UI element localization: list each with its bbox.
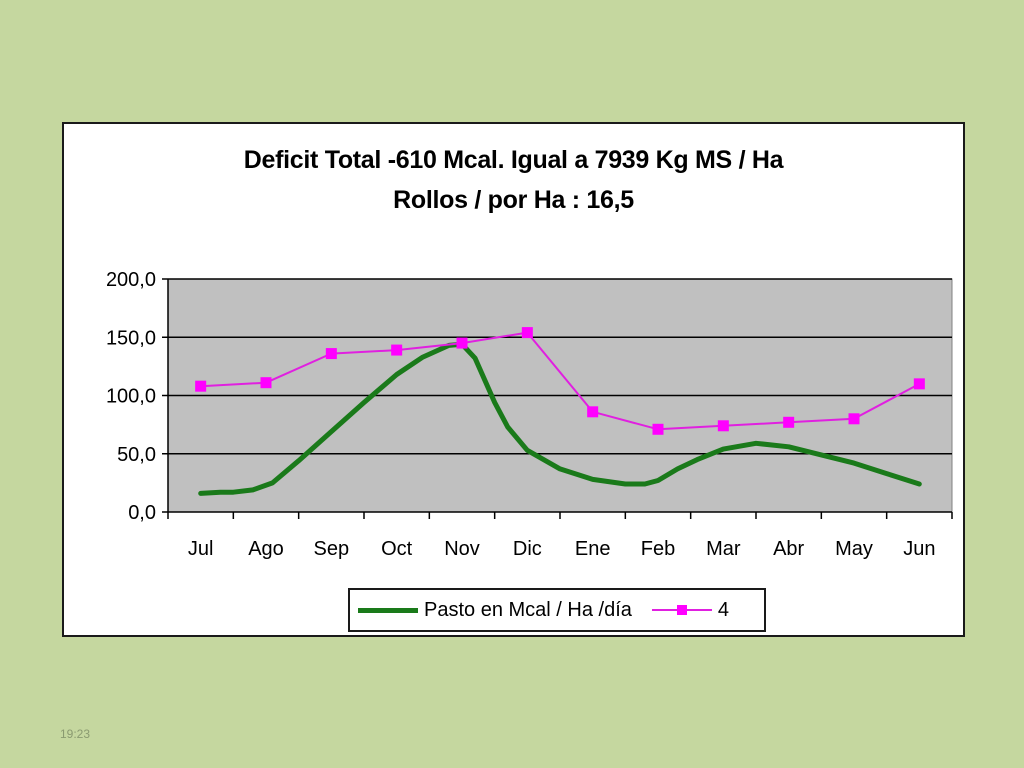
data-point-4 <box>325 348 337 360</box>
x-tick-label: Feb <box>641 538 675 560</box>
x-tick-label: Jul <box>188 538 214 560</box>
x-tick-label: Abr <box>773 538 804 560</box>
y-tick-label: 0,0 <box>128 502 156 524</box>
x-tick-label: Sep <box>314 538 350 560</box>
data-point-4 <box>587 406 599 418</box>
x-tick-label: May <box>835 538 873 560</box>
legend-label-4: 4 <box>717 598 730 621</box>
legend-label-pasto: Pasto en Mcal / Ha /día <box>424 598 632 621</box>
x-tick-label: Ago <box>248 538 284 560</box>
series-line-pasto <box>198 341 922 496</box>
legend-item-4: 4 <box>644 599 729 622</box>
slide-timestamp: 19:23 <box>60 727 91 741</box>
y-tick-label: 200,0 <box>106 269 156 291</box>
legend-swatch-4 <box>651 600 712 620</box>
data-point-4 <box>391 344 403 356</box>
y-tick-label: 150,0 <box>106 327 156 349</box>
data-point-4 <box>456 337 468 349</box>
x-tick-label: Oct <box>381 538 413 560</box>
data-point-4 <box>195 380 207 392</box>
data-point-4 <box>913 378 925 390</box>
y-tick-label: 100,0 <box>106 386 156 408</box>
y-tick-label: 50,0 <box>117 444 156 466</box>
data-point-4 <box>521 327 533 339</box>
data-point-4 <box>652 423 664 435</box>
chart-frame: Deficit Total -610 Mcal. Igual a 7939 Kg… <box>62 122 965 637</box>
chart-plot: 0,0 50,0 100,0 150,0 200,0 Jul Ago Sep Oct Nov Dic… <box>106 269 953 560</box>
chart-subtitle: Rollos / por Ha : 16,5 <box>393 186 634 214</box>
data-point-4 <box>717 420 729 432</box>
x-tick-label: Jun <box>903 538 935 560</box>
legend-item-pasto: Pasto en Mcal / Ha /día <box>350 599 632 622</box>
chart-legend: Pasto en Mcal / Ha /día 4 <box>348 588 766 632</box>
data-point-4 <box>260 377 272 389</box>
x-tick-label: Ene <box>575 538 611 560</box>
chart-title: Deficit Total -610 Mcal. Igual a 7939 Kg… <box>243 146 784 174</box>
x-tick-label: Dic <box>513 538 542 560</box>
data-point-4 <box>848 413 860 425</box>
series-line-4 <box>200 331 920 431</box>
x-tick-label: Nov <box>444 538 480 560</box>
legend-swatch-pasto <box>358 600 418 620</box>
x-tick-label: Mar <box>706 538 741 560</box>
data-point-4 <box>783 416 795 428</box>
